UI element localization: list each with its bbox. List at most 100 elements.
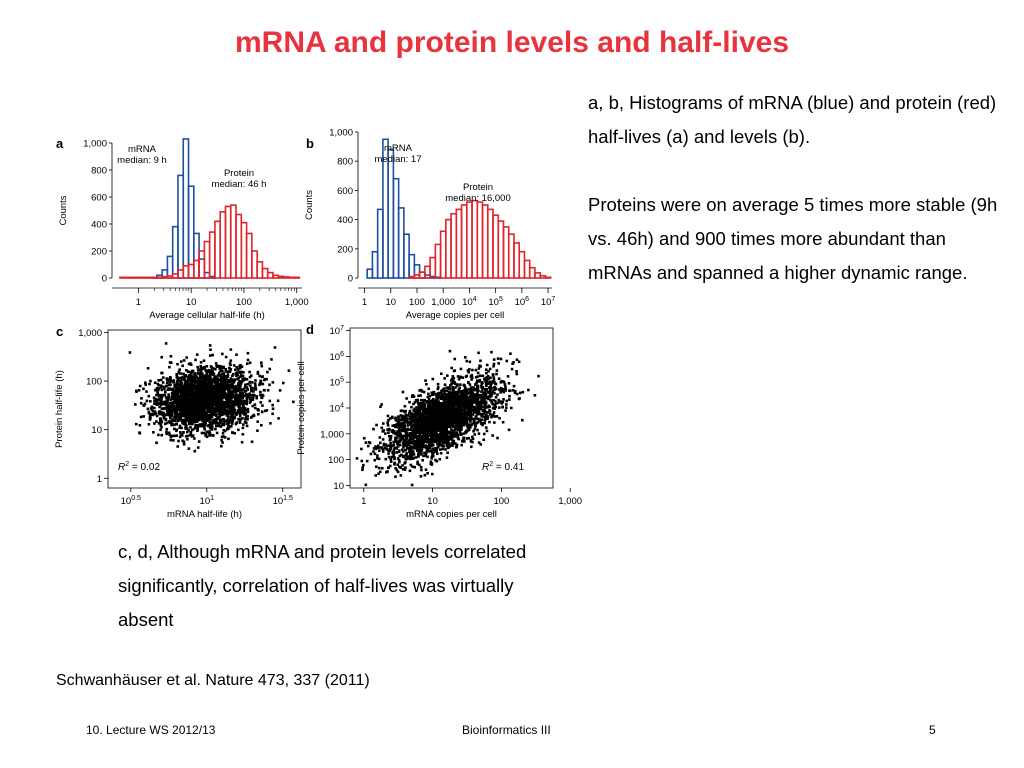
- data-point: [472, 421, 476, 425]
- data-point: [168, 365, 171, 369]
- data-point: [165, 377, 169, 381]
- data-point: [195, 412, 199, 416]
- data-point: [221, 417, 225, 421]
- data-point: [205, 399, 209, 403]
- data-point: [158, 417, 162, 420]
- data-point: [189, 430, 193, 434]
- data-point: [463, 409, 467, 413]
- data-point: [218, 394, 222, 398]
- data-point: [199, 405, 203, 408]
- x-tick-label: 101.5: [273, 495, 293, 507]
- data-point: [219, 374, 222, 378]
- data-point: [477, 432, 481, 435]
- data-point: [167, 405, 171, 408]
- data-point: [170, 413, 174, 417]
- data-point: [157, 384, 160, 387]
- data-point: [492, 388, 496, 392]
- data-point: [250, 389, 253, 393]
- data-point: [227, 402, 230, 405]
- protein-median-label: median: 46 h: [212, 179, 267, 190]
- bar-series-protein: [119, 204, 301, 279]
- data-point: [477, 367, 481, 370]
- data-point: [204, 374, 207, 378]
- data-point: [208, 434, 211, 437]
- description-histograms: a, b, Histograms of mRNA (blue) and prot…: [588, 92, 997, 147]
- data-point: [241, 396, 245, 400]
- data-point: [173, 419, 177, 423]
- data-point: [192, 394, 195, 397]
- citation: Schwanhäuser et al. Nature 473, 337 (201…: [56, 672, 370, 689]
- data-point: [386, 414, 390, 418]
- data-point: [222, 429, 226, 432]
- data-point: [426, 432, 430, 436]
- data-point: [521, 418, 524, 422]
- data-point: [470, 373, 474, 377]
- x-tick-label: 10: [186, 297, 197, 308]
- data-point: [202, 394, 206, 397]
- data-point: [408, 400, 411, 404]
- data-point: [417, 402, 420, 405]
- data-point: [376, 444, 380, 448]
- data-point: [394, 418, 397, 421]
- data-point: [211, 366, 214, 370]
- data-point: [204, 396, 207, 400]
- data-point: [451, 387, 454, 390]
- data-point: [177, 386, 181, 390]
- data-point: [355, 457, 359, 460]
- y-tick-label: 1: [97, 474, 102, 485]
- data-point: [227, 388, 230, 392]
- data-point: [199, 415, 203, 419]
- data-point: [503, 383, 507, 386]
- data-point: [480, 390, 483, 393]
- data-point: [181, 384, 185, 388]
- data-point: [191, 392, 195, 395]
- data-point: [485, 429, 489, 433]
- data-point: [411, 417, 414, 420]
- data-point: [223, 380, 227, 384]
- data-point: [254, 388, 258, 391]
- data-point: [144, 381, 147, 385]
- data-point: [394, 475, 397, 479]
- data-point: [226, 397, 230, 401]
- data-point: [205, 377, 209, 381]
- data-point: [387, 444, 391, 447]
- data-point: [409, 433, 412, 436]
- data-point: [395, 451, 399, 454]
- data-point: [211, 379, 215, 382]
- data-point: [185, 427, 189, 430]
- data-point: [465, 419, 469, 423]
- data-point: [191, 422, 194, 426]
- data-point: [408, 432, 412, 435]
- y-axis-label: Counts: [304, 190, 315, 220]
- data-point: [417, 415, 421, 419]
- data-point: [493, 404, 497, 407]
- data-point: [215, 405, 218, 409]
- data-point: [495, 415, 499, 418]
- data-point: [154, 412, 158, 416]
- data-point: [174, 416, 177, 419]
- data-point: [164, 407, 167, 410]
- data-point: [413, 407, 416, 411]
- data-point: [182, 375, 186, 379]
- data-point: [214, 393, 217, 396]
- data-point: [422, 390, 426, 394]
- data-point: [215, 377, 219, 381]
- data-point: [460, 397, 464, 400]
- data-point: [253, 403, 257, 406]
- data-point: [487, 405, 491, 409]
- data-point: [192, 418, 195, 421]
- data-point: [191, 405, 194, 408]
- data-point: [377, 457, 381, 461]
- data-point: [393, 463, 396, 466]
- data-point: [154, 397, 157, 401]
- data-point: [247, 395, 250, 399]
- data-point: [467, 391, 471, 395]
- data-point: [169, 410, 172, 414]
- data-point: [199, 412, 202, 416]
- data-point: [176, 362, 179, 366]
- data-point: [222, 412, 226, 416]
- data-point: [385, 444, 389, 448]
- data-point: [221, 386, 225, 389]
- data-point: [223, 386, 226, 390]
- data-point: [229, 392, 232, 395]
